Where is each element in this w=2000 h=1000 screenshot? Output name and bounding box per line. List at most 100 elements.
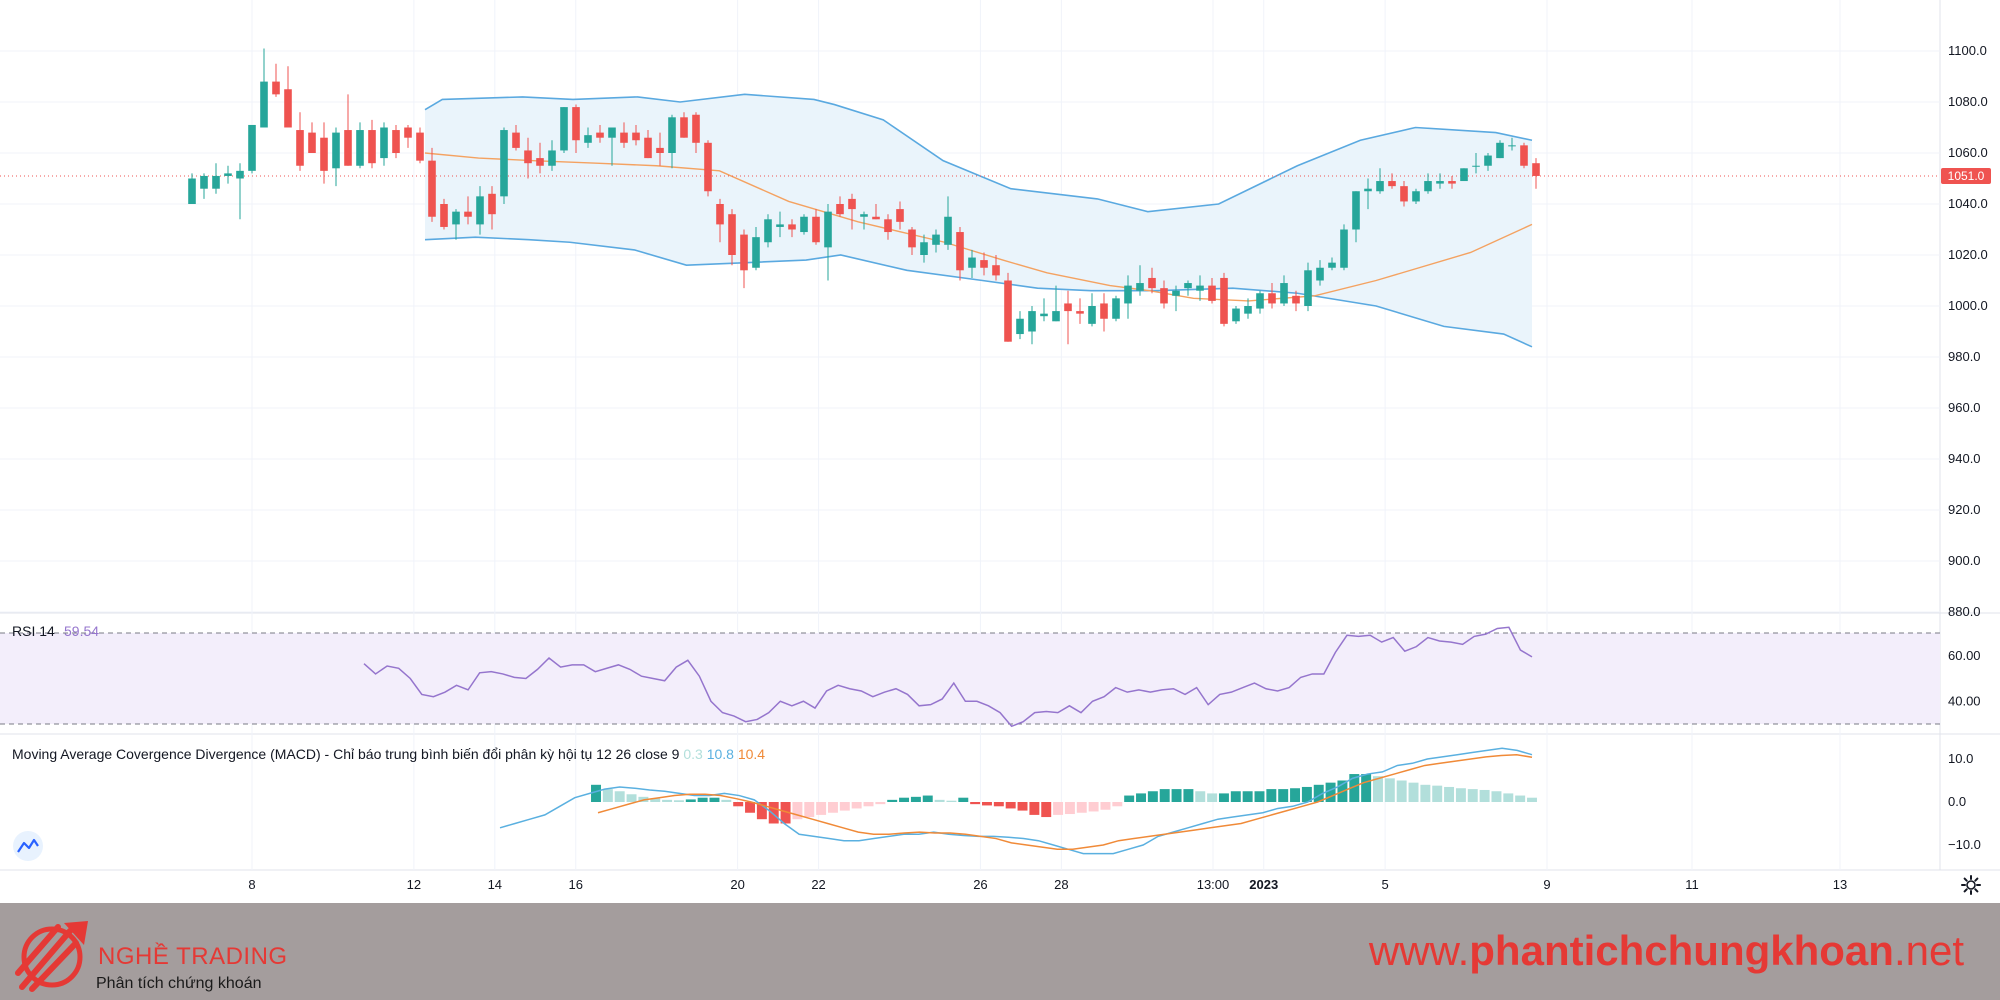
macd-histogram-bar	[745, 802, 756, 813]
candle	[428, 147, 436, 222]
candle-body	[1184, 283, 1192, 289]
macd-histogram-bar	[993, 802, 1004, 807]
rsi-y-tick-label: 40.00	[1948, 693, 1981, 708]
candle-body	[572, 107, 580, 141]
candle-body	[272, 81, 280, 95]
candle	[1016, 311, 1024, 340]
candle	[452, 209, 460, 240]
candle	[800, 214, 808, 235]
candle	[1052, 285, 1060, 322]
candle-body	[1436, 181, 1444, 184]
candle-body	[824, 211, 832, 248]
macd-histogram-bar	[1515, 795, 1526, 802]
indicator-logo-mark	[17, 838, 39, 853]
indicator-logo-icon	[13, 831, 43, 861]
macd-histogram-bar	[780, 802, 791, 824]
brand-name: NGHỀ TRADING	[98, 943, 288, 970]
candle-body	[1208, 285, 1216, 301]
macd-histogram-bar	[685, 799, 696, 802]
candle	[1328, 257, 1336, 271]
macd-legend-part: 12 26 close 9	[596, 746, 683, 762]
candle	[1388, 173, 1396, 189]
candle-body	[464, 211, 472, 217]
candle	[1160, 280, 1168, 309]
candle	[884, 214, 892, 240]
macd-histogram-bar	[1136, 793, 1146, 802]
candle	[1376, 168, 1384, 194]
candle-body	[512, 132, 520, 148]
candle-body	[188, 178, 196, 204]
macd-histogram-bar	[1527, 797, 1537, 802]
candle-body	[1016, 318, 1024, 335]
macd-histogram-bar	[1171, 789, 1182, 802]
macd-histogram-bar	[1396, 780, 1407, 802]
gear-icon[interactable]	[1960, 874, 1982, 896]
macd-histogram-bar	[1420, 784, 1431, 802]
macd-histogram-bar	[1100, 802, 1111, 810]
candle-body	[896, 209, 904, 222]
website-link[interactable]: www.phantichchungkhoan.net	[1369, 927, 1964, 975]
bollinger-basis-line	[424, 152, 1533, 302]
macd-histogram-bar	[851, 802, 862, 809]
macd-histogram-bar	[804, 802, 815, 818]
trading-chart[interactable]: 8 12 14 16 20 22 26 28 13:00 2023 5 9 11 13 1100.0 1080…	[0, 0, 2000, 903]
macd-histogram-bar	[733, 802, 744, 807]
x-tick-label: 8	[248, 877, 255, 892]
candle	[1208, 277, 1216, 304]
candle	[716, 198, 724, 243]
macd-histogram-bar	[1112, 802, 1123, 807]
candle	[824, 204, 832, 281]
candle-body	[428, 160, 436, 217]
candle	[320, 122, 328, 184]
macd-histogram-bar	[626, 794, 637, 802]
candle	[512, 124, 520, 151]
macd-signal-line	[597, 753, 1533, 851]
x-tick-label: 20	[730, 877, 744, 892]
macd-histogram-bar	[1159, 789, 1170, 802]
candle-body	[1364, 188, 1372, 192]
candle-body	[1172, 290, 1180, 296]
x-tick-label: 22	[811, 877, 825, 892]
candle	[368, 119, 376, 169]
candle-body	[1472, 165, 1480, 167]
candle-body	[632, 132, 640, 141]
x-tick-label: 9	[1543, 877, 1550, 892]
candle	[1244, 298, 1252, 319]
axes: 8 12 14 16 20 22 26 28 13:00 2023 5 9 11 13 1100.0 1080…	[248, 43, 1991, 892]
candle-body	[236, 170, 244, 179]
candle	[1040, 298, 1048, 322]
macd-histogram-bar	[1041, 802, 1052, 818]
macd-histogram-bar	[721, 799, 732, 802]
macd-histogram-bar	[1230, 791, 1241, 802]
macd-histogram-bar	[946, 800, 957, 802]
candle	[668, 114, 676, 169]
macd-histogram-bar	[899, 797, 910, 802]
macd-histogram-bar	[982, 802, 992, 806]
candle	[596, 124, 604, 143]
candle-body	[1352, 191, 1360, 230]
candle-body	[776, 224, 784, 227]
candle	[1472, 153, 1480, 174]
x-tick-label: 11	[1685, 877, 1699, 892]
candle-body	[644, 137, 652, 159]
candle	[536, 142, 544, 174]
candle	[656, 132, 664, 166]
candle-body	[1064, 303, 1072, 312]
candle	[1400, 181, 1408, 207]
macd-histogram-bar	[1076, 802, 1087, 813]
macd-pane	[499, 747, 1537, 855]
candle-body	[992, 265, 1000, 276]
macd-histogram-bar	[662, 799, 673, 802]
footer-banner: NGHỀ TRADING Phân tích chứng khoán www.p…	[0, 903, 2000, 1000]
candle	[1124, 275, 1132, 319]
macd-histogram-bar	[1218, 793, 1229, 802]
x-tick-label: 26	[973, 877, 987, 892]
x-tick-label: 13:00	[1197, 877, 1230, 892]
candle	[1364, 178, 1372, 210]
candle-body	[1508, 145, 1516, 147]
candle-body	[836, 204, 844, 215]
candle-body	[1532, 163, 1540, 176]
candle	[200, 173, 208, 199]
candle	[488, 186, 496, 230]
candle-body	[200, 175, 208, 189]
